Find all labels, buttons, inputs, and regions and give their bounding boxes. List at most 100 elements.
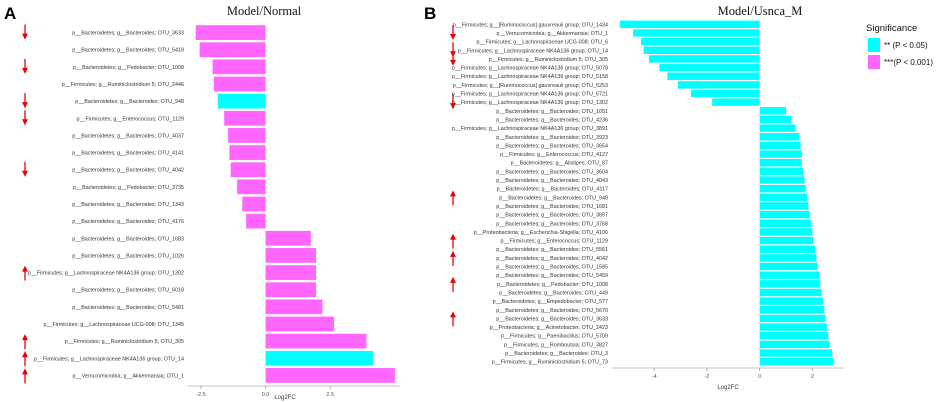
chart-a-bar-label: p__Verrucomicrobia; g__Akkermansia; OTU_… <box>73 373 184 379</box>
chart-b-arrow-up <box>450 250 456 266</box>
chart-a-bar-label: p__Bacteroidetes; g__Pedobacter; OTU_373… <box>73 185 184 191</box>
chart-b-bar-label: p__Bacteroidetes; g__Bacteroides; OTU_44… <box>499 290 608 296</box>
chart-a-bar <box>229 145 266 160</box>
chart-b-bar <box>648 55 760 63</box>
chart-a-bar-label: p__Bacteroidetes; g__Bacteroides; OTU_13… <box>72 202 184 208</box>
chart-a-bar <box>265 368 395 383</box>
chart-b-bar-label: p__Firmicutes; g__Lachnospiraceae NK4A13… <box>452 126 608 132</box>
chart-b-bar-label: p__Firmicutes; g__[Ruminococcus] gauvrea… <box>453 83 608 89</box>
chart-b-bar-label: p__Firmicutes; g__Ruminiclostridium 5; O… <box>492 360 608 366</box>
chart-b-arrow-up <box>450 311 456 327</box>
chart-b-bar <box>691 89 760 98</box>
chart-b-bar <box>667 72 760 80</box>
chart-b-bar <box>619 20 760 29</box>
chart-b-bar <box>759 271 819 279</box>
chart-b-arrow-up <box>450 190 456 206</box>
chart-b-bar-label: p__Bacteroidetes; g__Bacteroides; OTU_3 <box>505 351 608 357</box>
chart-b-bar-label: p__Bacteroidetes; g__Bacteroides; OTU_16… <box>496 204 608 210</box>
chart-b-bar-label: p__Firmicutes; g__Lachnospiraceae UCG-00… <box>476 40 608 46</box>
chart-model-normal: Model/Normal Log2FC p__Bacteroidetes; g_… <box>22 4 400 401</box>
chart-a-bar-label: p__Bacteroidetes; g__Bacteroides; OTU_54… <box>72 305 184 311</box>
chart-a-bar <box>199 42 266 58</box>
chart-b-bar-label: p__Bacteroidetes; g__Bacteroides; OTU_56… <box>496 308 608 314</box>
chart-a-tick-label: -2.5 <box>196 392 205 398</box>
chart-b-bar-label: p__Bacteroidetes; g__Empedobacter; OTU_5… <box>493 299 608 305</box>
chart-b-bar <box>712 98 760 106</box>
chart-b-bar <box>759 210 810 219</box>
chart-a-bar <box>265 248 316 263</box>
chart-b-title: Model/Usnca_M <box>718 4 803 18</box>
chart-a-bar-label: p__Bacteroidetes; g__Bacteroides; OTU_94… <box>75 99 184 105</box>
chart-a-bar-label: p__Bacteroidetes; g__Bacteroides; OTU_60… <box>72 288 184 294</box>
chart-b-bar-label: p__Firmicutes; g__Romboutsia; OTU_3827 <box>504 342 608 348</box>
chart-a-bar-label: p__Bacteroidetes; g__Bacteroides; OTU_16… <box>72 236 184 242</box>
chart-b-bar-label: p__Firmicutes; g__Paenibacillus; OTU_570… <box>501 334 608 340</box>
chart-b-bar-label: p__Bacteroidetes; g__Bacteroides; OTU_10… <box>496 109 608 115</box>
chart-a-arrow-up <box>22 265 28 281</box>
chart-a-bar-label: p__Firmicutes; g__Lachnospiraceae UCG-00… <box>43 322 184 328</box>
chart-a-bar-label: p__Bacteroidetes; g__Bacteroides; OTU_41… <box>72 219 184 225</box>
chart-b-bar <box>633 29 760 37</box>
chart-b-bar <box>759 193 808 202</box>
chart-a-bar-label: p__Firmicutes; g__Enterococcus; OTU_1129 <box>77 116 184 122</box>
chart-a-bar-label: p__Bacteroidetes; g__Bacteroides; OTU_40… <box>72 133 184 139</box>
chart-b-bar <box>677 81 760 89</box>
chart-b-bar <box>759 288 822 297</box>
chart-b-bar <box>759 159 802 167</box>
chart-b-arrow-down <box>450 24 456 40</box>
chart-b-bar <box>759 340 830 349</box>
chart-b-bar-label: p__Bacteroidetes; g__Bacteroides; OTU_37… <box>496 221 608 227</box>
chart-b-tick-label: -4 <box>652 374 657 380</box>
chart-b-bar <box>759 280 821 288</box>
chart-a-title: Model/Normal <box>227 4 302 18</box>
legend-swatch-p005 <box>868 38 880 52</box>
legend-swatch-p0001 <box>868 55 880 69</box>
chart-b-bar-label: p__Firmicutes; g__Ruminiclostridium 5; O… <box>489 57 608 63</box>
legend-label-p0001: ***(P < 0.001) <box>884 58 933 67</box>
chart-b-bar-label: p__Firmicutes; g__[Ruminococcus] gauvrea… <box>453 22 608 28</box>
chart-a-bar-label: p__Bacteroidetes; g__Bacteroides; OTU_41… <box>72 151 184 157</box>
chart-a-bar <box>195 25 266 40</box>
chart-b-bar <box>759 349 833 357</box>
chart-b-bar-label: p__Bacteroidetes; g__Bacteroides; OTU_55… <box>496 247 608 253</box>
chart-a-bar-label: p__Firmicutes; g__Ruminiclostridium 5; O… <box>62 82 184 88</box>
legend-title: Significance <box>866 23 917 34</box>
legend: Significance ** (P < 0.05) ***(P < 0.001… <box>866 23 933 69</box>
chart-b-tick-label: 2 <box>811 374 814 380</box>
chart-a-bar-label: p__Firmicutes; g__Lachnospiraceae NK4A13… <box>34 356 184 362</box>
chart-b-bar-label: p__Firmicutes; g__Enterococcus; OTU_4127 <box>500 152 608 158</box>
chart-b-bar-label: p__Firmicutes; g__Lachnospiraceae NK4A13… <box>452 92 608 98</box>
chart-b-xlabel: Log2FC <box>717 385 739 391</box>
chart-b-bar-label: p__Firmicutes; g__Lachnospiraceae NK4A13… <box>452 74 608 80</box>
chart-a-tick-label: 2.5 <box>326 392 334 398</box>
chart-b-bar-label: p__Bacteroidetes; g__Bacteroides; OTU_94… <box>499 195 608 201</box>
chart-b-bar <box>759 357 834 366</box>
chart-a-arrow-up <box>22 351 28 367</box>
chart-b-bar-label: p__Bacteroidetes; g__Bacteroides; OTU_36… <box>496 143 608 149</box>
chart-b-bar-label: p__Bacteroidetes; g__Bacteroides; OTU_54… <box>496 273 608 279</box>
chart-a-arrow-down <box>22 58 28 74</box>
chart-b-bar <box>759 254 817 262</box>
chart-a-bar <box>224 110 266 126</box>
chart-a-arrow-down <box>22 93 28 109</box>
chart-a-bar <box>246 213 266 229</box>
chart-b-bar-label: p__Bacteroidetes; g__Bacteroides; OTU_36… <box>496 169 608 175</box>
chart-a-arrow-up <box>22 334 28 350</box>
chart-b-bar-label: p__Firmicutes; g__Lachnospiraceae NK4A13… <box>452 66 608 72</box>
chart-b-bar-label: p__Proteobacteria; g__Acinetobacter; OTU… <box>490 325 608 331</box>
chart-b-bar <box>759 323 827 331</box>
chart-b-bar-label: p__Bacteroidetes; g__Bacteroides; OTU_39… <box>496 135 608 141</box>
chart-b-bar <box>659 63 760 72</box>
chart-b-bar-label: p__Firmicutes; g__Lachnospiraceae NK4A13… <box>458 48 608 54</box>
chart-a-bar-label: p__Bacteroidetes; g__Bacteroides; OTU_10… <box>72 253 184 259</box>
chart-a-bar-label: p__Firmicutes; g__Lachnospiraceae NK4A13… <box>28 271 184 277</box>
chart-b-bar <box>759 133 800 141</box>
chart-b-bar-label: p__Bacteroidetes; g__Bacteroides; OTU_41… <box>497 187 608 193</box>
chart-b-bar-label: p__Bacteroidetes; g__Alistipes; OTU_87 <box>511 161 608 167</box>
chart-a-arrow-down <box>22 24 28 40</box>
chart-a-bar-label: p__Bacteroidetes; g__Pedobacter; OTU_100… <box>73 65 184 71</box>
chart-a-bar <box>212 59 266 75</box>
chart-b-bar <box>759 306 825 314</box>
chart-b-bar-label: p__Proteobacteria; g__Escherichia-Shigel… <box>474 230 608 236</box>
chart-b-bar <box>759 228 813 236</box>
